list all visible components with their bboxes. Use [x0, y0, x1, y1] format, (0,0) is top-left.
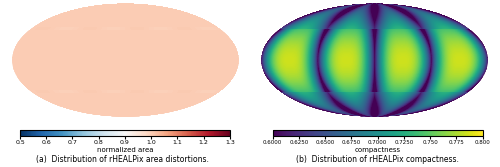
X-axis label: normalized area: normalized area [96, 147, 153, 153]
X-axis label: compactness: compactness [354, 147, 401, 153]
Text: (a)  Distribution of rHEALPix area distortions.: (a) Distribution of rHEALPix area distor… [36, 155, 209, 164]
Text: (b)  Distribution of rHEALPix compactness.: (b) Distribution of rHEALPix compactness… [296, 155, 459, 164]
